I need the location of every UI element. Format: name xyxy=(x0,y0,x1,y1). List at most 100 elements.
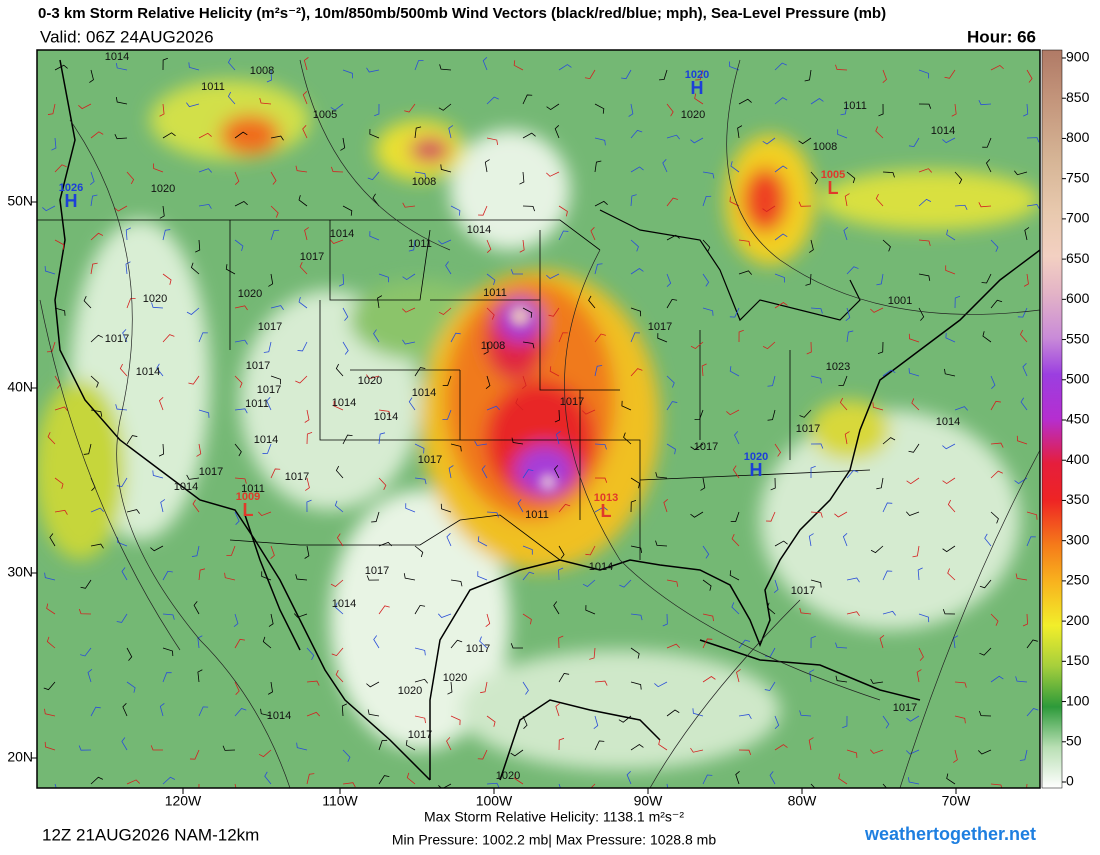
wind-barb xyxy=(735,771,740,785)
wind-barb xyxy=(481,465,488,479)
wind-barb xyxy=(954,295,961,309)
wind-barb xyxy=(186,474,200,480)
wind-barb xyxy=(234,131,248,139)
wind-barb xyxy=(846,611,860,617)
wind-barb xyxy=(367,709,380,717)
wind-barb xyxy=(702,774,713,785)
pressure-range: Min Pressure: 1002.2 mb| Max Pressure: 1… xyxy=(392,832,716,848)
wind-barb xyxy=(908,137,920,148)
wind-barb xyxy=(304,409,310,423)
wind-barb xyxy=(295,574,308,581)
wind-barb xyxy=(439,64,452,71)
longitude-label: 100W xyxy=(476,793,513,809)
wind-barb xyxy=(990,400,1001,411)
colorbar-tick-label: 550 xyxy=(1066,330,1090,346)
wind-barb xyxy=(810,375,822,384)
wind-barb xyxy=(843,227,849,241)
wind-barb xyxy=(306,680,320,686)
wind-barb xyxy=(306,773,315,785)
center-letter: L xyxy=(243,500,254,520)
wind-barb xyxy=(342,341,349,355)
wind-barb xyxy=(162,647,174,657)
wind-barb xyxy=(341,703,347,717)
wind-barb xyxy=(159,205,165,219)
wind-barb xyxy=(590,227,596,241)
isobar-label: 1011 xyxy=(201,81,225,93)
wind-barb xyxy=(594,443,607,450)
isobar-label: 1014 xyxy=(412,387,436,399)
wind-barb xyxy=(630,545,643,554)
wind-barb xyxy=(1026,707,1039,717)
isobar-label: 1014 xyxy=(174,481,198,493)
isobar-label: 1017 xyxy=(560,396,584,408)
isobar-label: 1017 xyxy=(285,471,309,483)
wind-barb xyxy=(126,681,136,693)
wind-barb xyxy=(942,545,956,553)
wind-barb xyxy=(90,706,101,717)
wind-barb xyxy=(799,710,812,717)
wind-barb xyxy=(114,205,128,212)
wind-barb xyxy=(765,511,776,522)
wind-barb xyxy=(810,443,824,449)
wind-barb xyxy=(190,262,200,275)
wind-barb xyxy=(882,715,890,729)
wind-barb xyxy=(234,239,244,251)
wind-barb xyxy=(594,137,606,146)
wind-barb xyxy=(594,263,603,275)
coastlines xyxy=(54,59,1040,781)
wind-barb xyxy=(630,647,640,659)
wind-barb xyxy=(304,545,310,559)
wind-barb xyxy=(979,647,992,656)
wind-barb xyxy=(666,298,678,309)
wind-barb xyxy=(666,401,678,411)
isobar-label: 1017 xyxy=(648,321,672,333)
wind-barb xyxy=(44,741,56,751)
wind-barb xyxy=(774,165,788,173)
isobar-label: 1014 xyxy=(589,561,613,573)
wind-barb xyxy=(49,533,56,547)
isobar-label: 1011 xyxy=(843,100,867,112)
wind-barb xyxy=(270,205,279,218)
wind-barb xyxy=(195,239,201,253)
wind-barb xyxy=(734,431,740,445)
wind-barb xyxy=(990,375,996,389)
wind-barb xyxy=(234,305,248,311)
wind-barb xyxy=(402,202,416,208)
wind-barb xyxy=(877,341,884,355)
wind-barb xyxy=(702,638,713,649)
wind-barb xyxy=(191,545,200,557)
center-letter: H xyxy=(65,191,78,211)
isobar-label: 1023 xyxy=(826,361,850,373)
wind-barb xyxy=(762,137,776,145)
wind-barb xyxy=(906,477,920,485)
graticule-labels: 120W 110W 100W 90W 80W 70W 50N 40N 30N 20N xyxy=(7,193,971,809)
wind-barb xyxy=(942,477,956,485)
wind-barb xyxy=(193,601,200,615)
wind-barb xyxy=(479,636,488,649)
wind-barb xyxy=(875,126,884,139)
center-letter: L xyxy=(828,178,839,198)
isobar-label: 1014 xyxy=(267,710,291,722)
wind-barb xyxy=(189,749,200,760)
wind-barb xyxy=(1024,227,1030,241)
wind-barb xyxy=(414,171,427,179)
wind-barb xyxy=(546,171,560,177)
wind-barb xyxy=(799,608,812,615)
wind-barb xyxy=(767,375,776,387)
wind-barb xyxy=(770,477,776,491)
wind-barb xyxy=(810,579,822,588)
wind-barb xyxy=(330,579,344,587)
wind-barb xyxy=(482,57,488,71)
wind-barb xyxy=(630,194,637,207)
wind-barb xyxy=(907,777,920,785)
wind-barb xyxy=(522,205,536,212)
wind-barb xyxy=(369,129,380,139)
wind-barb xyxy=(54,307,66,316)
wind-barb xyxy=(837,129,848,139)
wind-barb xyxy=(450,205,461,216)
colorbar-tick-label: 750 xyxy=(1066,169,1090,185)
wind-barb xyxy=(151,302,164,309)
wind-barb xyxy=(618,715,632,723)
wind-barb xyxy=(738,749,752,756)
